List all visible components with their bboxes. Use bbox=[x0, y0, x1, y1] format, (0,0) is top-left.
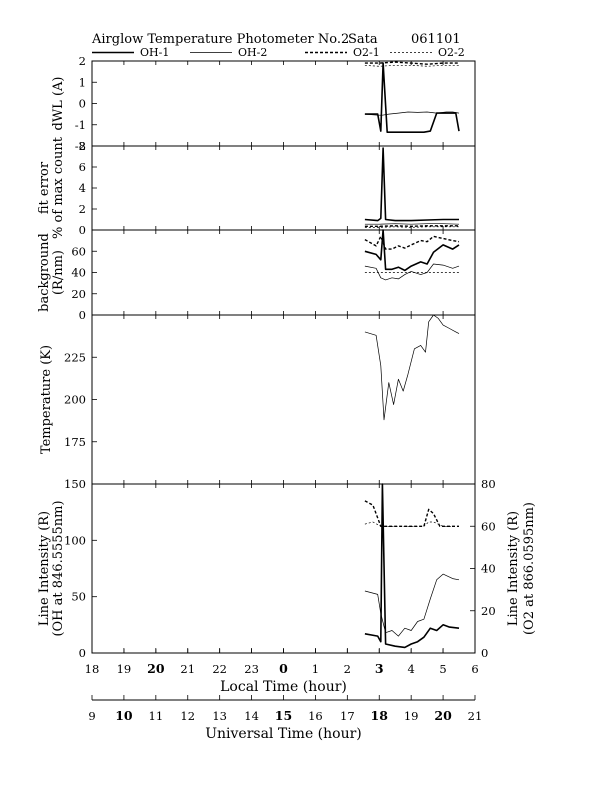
series-o2-2 bbox=[364, 64, 459, 67]
y-tick-label: 8 bbox=[79, 139, 86, 153]
y-tick-label: 0 bbox=[79, 308, 86, 322]
local-time-tick-label: 21 bbox=[180, 662, 195, 676]
universal-time-tick-label: 18 bbox=[371, 708, 389, 723]
panel-temperature: 225 200 175 Temperature (K) bbox=[39, 314, 476, 485]
y-tick-label: 40 bbox=[71, 266, 86, 280]
universal-time-tick-label: 20 bbox=[434, 708, 452, 723]
date-label: 061101 bbox=[411, 32, 461, 47]
y-tick-label: 60 bbox=[71, 244, 86, 258]
universal-time-tick-label: 19 bbox=[404, 709, 419, 723]
series-oh-2 bbox=[364, 263, 460, 281]
y-right-tick-label: 80 bbox=[481, 477, 496, 491]
y-axis-label: Temperature (K) bbox=[39, 345, 54, 454]
universal-time-tick-label: 11 bbox=[149, 709, 164, 723]
y-tick-label: 50 bbox=[71, 590, 86, 604]
local-time-tick-label: 23 bbox=[244, 662, 259, 676]
local-time-tick-label: 19 bbox=[117, 662, 132, 676]
series-oh-2 bbox=[364, 314, 460, 421]
y-axis-label: % of max count bbox=[51, 136, 66, 239]
universal-time-tick-label: 15 bbox=[275, 708, 292, 723]
panel-frame bbox=[91, 145, 476, 231]
legend-label-o2-2: O2-2 bbox=[438, 46, 465, 59]
series-o2-1 bbox=[364, 235, 460, 250]
local-time-axis-title: Local Time (hour) bbox=[220, 679, 347, 695]
series-oh-1 bbox=[364, 62, 460, 133]
universal-time-tick-label: 12 bbox=[180, 709, 195, 723]
y-right-axis-label: Line Intensity (R) bbox=[506, 511, 521, 626]
universal-time-axis-title: Universal Time (hour) bbox=[205, 726, 362, 742]
universal-time-tick-label: 10 bbox=[115, 708, 133, 723]
universal-time-tick-label: 9 bbox=[88, 709, 95, 723]
y-tick-label: 1 bbox=[79, 75, 86, 89]
y-tick-label: 100 bbox=[64, 533, 86, 547]
universal-time-tick-label: 16 bbox=[308, 709, 323, 723]
local-time-tick-label: 5 bbox=[439, 662, 446, 676]
local-time-tick-label: 22 bbox=[212, 662, 227, 676]
y-right-tick-label: 0 bbox=[481, 646, 488, 660]
panel-background: 60 40 20 0 background (R/nm) bbox=[37, 229, 476, 322]
y-axis-label: Line Intensity (R) bbox=[37, 511, 52, 626]
panel-frame bbox=[91, 483, 476, 654]
legend-label-oh-1: OH-1 bbox=[140, 46, 169, 59]
local-time-tick-label: 1 bbox=[312, 662, 319, 676]
y-right-axis-label: (O2 at 866.0595nm) bbox=[522, 502, 537, 635]
series-oh-1 bbox=[364, 147, 459, 222]
series-oh-2 bbox=[364, 573, 460, 637]
local-time-tick-label: 3 bbox=[375, 661, 384, 676]
local-time-tick-label: 0 bbox=[279, 661, 288, 676]
local-time-tick-label: 2 bbox=[344, 662, 351, 676]
local-time-tick-label: 20 bbox=[147, 661, 165, 676]
legend-label-o2-1: O2-1 bbox=[353, 46, 380, 59]
y-tick-label: 0 bbox=[79, 646, 86, 660]
site-label: Sata bbox=[348, 32, 378, 47]
chart-title: Airglow Temperature Photometer No.2 bbox=[91, 32, 349, 47]
local-time-tick-label: 6 bbox=[471, 662, 478, 676]
panel-dwl: 2 1 0 -1 -2 dWL (A) bbox=[51, 54, 476, 153]
local-time-tick-label: 18 bbox=[85, 662, 100, 676]
y-tick-label: 6 bbox=[79, 160, 86, 174]
y-axis-label: background bbox=[37, 233, 52, 312]
series-oh-2 bbox=[364, 111, 460, 116]
y-right-tick-label: 60 bbox=[481, 519, 496, 533]
y-tick-label: 0 bbox=[79, 97, 86, 111]
y-axis-label: (R/nm) bbox=[51, 250, 66, 295]
y-tick-label: 200 bbox=[64, 393, 86, 407]
universal-time-tick-label: 17 bbox=[340, 709, 355, 723]
local-time-tick-label: 4 bbox=[408, 662, 415, 676]
panel-frame bbox=[91, 314, 476, 485]
y-tick-label: -1 bbox=[75, 118, 86, 132]
y-tick-label: 2 bbox=[79, 54, 86, 68]
universal-time-tick-label: 14 bbox=[244, 709, 259, 723]
series-oh-1 bbox=[364, 483, 460, 649]
y-right-tick-label: 20 bbox=[481, 604, 496, 618]
panel-fit-error: 8 6 4 2 0 fit error% of max count bbox=[37, 136, 476, 239]
legend: OH-1 OH-2 O2-1 O2-2 bbox=[92, 46, 465, 59]
y-axis-label: fit error bbox=[37, 161, 52, 214]
series-oh-1 bbox=[364, 229, 460, 272]
series-o2-1 bbox=[364, 500, 459, 527]
universal-time-tick-label: 21 bbox=[468, 709, 483, 723]
y-axis-label: (OH at 846.5555nm) bbox=[51, 500, 66, 636]
y-tick-label: 4 bbox=[79, 181, 86, 195]
universal-time-tick-label: 13 bbox=[212, 709, 227, 723]
y-tick-label: 2 bbox=[79, 202, 86, 216]
y-tick-label: 20 bbox=[71, 287, 86, 301]
series-o2-1 bbox=[364, 225, 459, 228]
y-tick-label: 225 bbox=[64, 350, 86, 364]
series-oh-2 bbox=[364, 223, 460, 225]
series-o2-1 bbox=[364, 61, 459, 65]
y-right-tick-label: 40 bbox=[481, 562, 496, 576]
y-tick-label: -2 bbox=[75, 139, 86, 153]
y-tick-label: 175 bbox=[64, 435, 86, 449]
y-tick-label: 150 bbox=[64, 477, 86, 491]
y-axis-label: dWL (A) bbox=[51, 77, 66, 131]
panel-frame bbox=[91, 60, 476, 147]
y-tick-label: 0 bbox=[79, 223, 86, 237]
legend-label-oh-2: OH-2 bbox=[238, 46, 267, 59]
